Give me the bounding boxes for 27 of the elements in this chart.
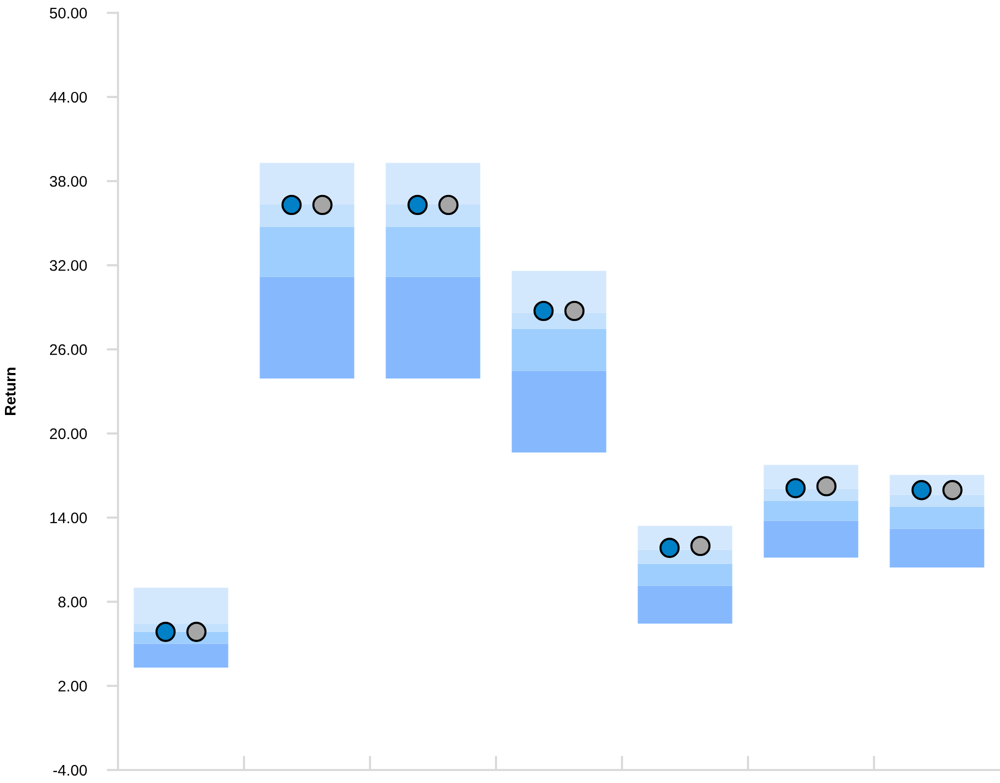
bar bbox=[386, 276, 480, 379]
bar bbox=[638, 586, 732, 624]
bar bbox=[764, 520, 858, 558]
y-tick-label: 26.00 bbox=[50, 344, 87, 356]
y-tick-label: 8.00 bbox=[58, 596, 87, 608]
y-tick-label: 50.00 bbox=[50, 8, 87, 19]
bar bbox=[134, 588, 228, 624]
bar bbox=[260, 162, 354, 205]
bar bbox=[638, 564, 732, 586]
bar bbox=[890, 528, 984, 568]
y-tick-label: 44.00 bbox=[50, 92, 87, 103]
y-tick-label: -4.00 bbox=[53, 764, 87, 776]
bar bbox=[134, 644, 228, 668]
bar bbox=[386, 226, 480, 277]
bar bbox=[386, 162, 480, 205]
y-axis-title: Return bbox=[4, 368, 16, 416]
y-tick-label: 20.00 bbox=[50, 428, 87, 440]
y-tick-label: 32.00 bbox=[50, 260, 87, 271]
bar bbox=[764, 500, 858, 521]
bar bbox=[260, 276, 354, 379]
y-tick-label: 14.00 bbox=[50, 512, 87, 524]
bar bbox=[512, 328, 606, 371]
y-tick-label: 38.00 bbox=[50, 176, 87, 187]
bar bbox=[260, 226, 354, 277]
bar bbox=[890, 506, 984, 529]
y-tick-label: 2.00 bbox=[58, 680, 87, 692]
bar bbox=[512, 370, 606, 453]
